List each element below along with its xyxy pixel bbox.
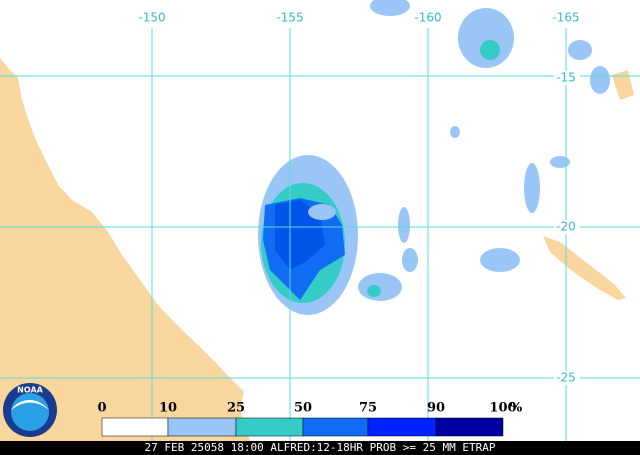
label-bg xyxy=(554,71,580,85)
labels: -150 -155 -160 -165 -15 -20 -25 xyxy=(138,11,580,385)
rain-area xyxy=(308,204,336,220)
legend-label: 0 xyxy=(97,401,106,416)
rain-area xyxy=(402,248,418,272)
latitude-label: -15 xyxy=(556,71,576,85)
rain-area xyxy=(358,273,402,301)
longitude-label: -150 xyxy=(138,11,165,25)
rain-area xyxy=(398,207,410,243)
rain-area xyxy=(367,285,381,297)
rain-area xyxy=(370,0,410,16)
legend-swatch xyxy=(367,417,437,437)
rain-area xyxy=(450,126,460,138)
legend-swatch xyxy=(302,417,369,437)
logo-disc xyxy=(11,393,49,431)
rain-area xyxy=(480,248,520,272)
legend: 0 10 25 50 75 90 100% xyxy=(97,401,523,437)
rainfall xyxy=(258,0,610,315)
logo-gull xyxy=(11,400,49,410)
rain-area xyxy=(480,40,500,60)
rain-area xyxy=(524,163,540,213)
longitude-label: -155 xyxy=(276,11,303,25)
legend-swatch xyxy=(435,417,504,437)
latitude-label: -25 xyxy=(556,371,576,385)
legend-label: 50 xyxy=(294,401,312,416)
label-bg xyxy=(554,220,580,234)
rain-area xyxy=(590,66,610,94)
latitude-label: -20 xyxy=(556,220,576,234)
caption: 27 FEB 25058 18:00 ALFRED:12-18HR PROB >… xyxy=(145,441,496,454)
legend-swatch xyxy=(167,417,237,437)
noaa-logo: NOAA xyxy=(3,383,57,437)
caption-bar xyxy=(0,441,640,455)
rain-area xyxy=(458,8,514,68)
island xyxy=(612,70,634,100)
legend-swatch xyxy=(235,417,304,437)
longitude-label: -165 xyxy=(552,11,579,25)
longitude-label: -160 xyxy=(414,11,441,25)
land xyxy=(0,58,250,441)
rain-area xyxy=(550,156,570,168)
logo-text: NOAA xyxy=(17,386,43,395)
label-bg xyxy=(554,371,580,385)
legend-unit: % xyxy=(510,401,523,416)
legend-label: 100 xyxy=(489,401,516,416)
legend-label: 10 xyxy=(159,401,177,416)
legend-swatch xyxy=(101,417,169,437)
legend-label: 75 xyxy=(359,401,377,416)
rain-area xyxy=(568,40,592,60)
legend-label: 90 xyxy=(427,401,445,416)
island xyxy=(543,236,626,300)
legend-label: 25 xyxy=(227,401,245,416)
